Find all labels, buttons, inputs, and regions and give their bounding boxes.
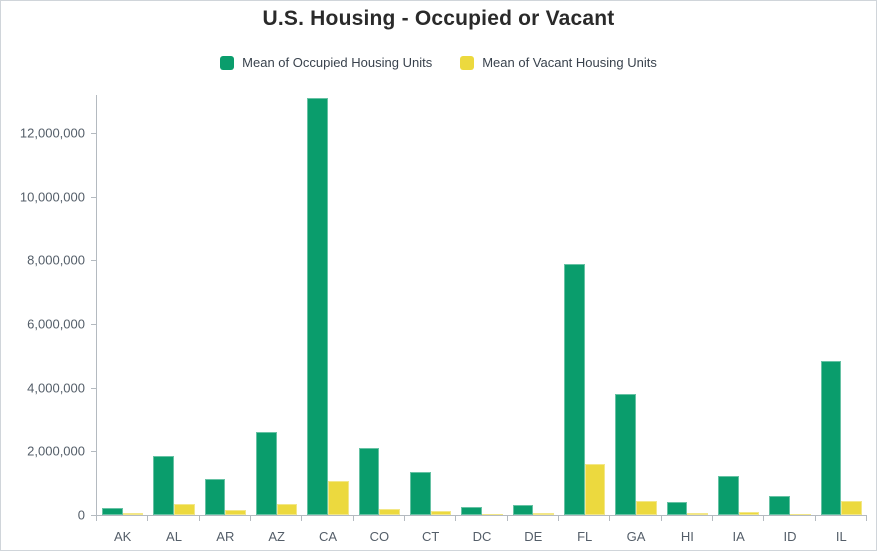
chart-legend: Mean of Occupied Housing Units Mean of Va… (1, 55, 876, 70)
bar-occupied-GA[interactable] (615, 393, 636, 515)
x-axis-label-HI: HI (680, 529, 694, 544)
bar-vacant-CO[interactable] (379, 509, 401, 515)
x-axis-label-DE: DE (524, 529, 543, 544)
x-axis-label-IA: IA (732, 529, 745, 544)
bar-vacant-AK[interactable] (122, 513, 144, 515)
x-axis-label-CA: CA (318, 529, 338, 544)
bar-vacant-ID[interactable] (790, 513, 811, 515)
bar-occupied-FL[interactable] (563, 263, 585, 515)
bar-occupied-AL[interactable] (153, 456, 174, 515)
y-axis-label: 4,000,000 (27, 380, 85, 396)
x-axis-tick (814, 516, 816, 521)
legend-label: Mean of Occupied Housing Units (242, 55, 433, 70)
x-axis-tick (660, 516, 662, 521)
legend-item-occupied[interactable]: Mean of Occupied Housing Units (220, 55, 432, 70)
y-axis-tick (91, 451, 96, 453)
x-axis-tick (198, 516, 200, 521)
x-axis-tick (147, 516, 149, 521)
legend-swatch-icon (460, 55, 475, 70)
bar-vacant-DC[interactable] (482, 514, 503, 515)
x-axis-label-CT: CT (421, 529, 440, 544)
bar-occupied-CA[interactable] (307, 98, 328, 515)
x-axis-label-AL: AL (166, 529, 182, 544)
x-axis-tick (96, 516, 97, 521)
x-axis-tick (506, 516, 508, 521)
x-axis-tick (712, 516, 713, 521)
x-axis-label-ID: ID (783, 529, 797, 544)
x-axis-tick (404, 516, 405, 521)
y-axis-label: 12,000,000 (19, 125, 85, 141)
x-axis-label-DC: DC (472, 529, 492, 544)
bar-occupied-CT[interactable] (409, 472, 431, 515)
bar-vacant-CA[interactable] (328, 481, 349, 515)
bar-vacant-AL[interactable] (174, 503, 195, 515)
bar-occupied-AR[interactable] (204, 479, 226, 515)
x-axis-label-AZ: AZ (268, 529, 285, 544)
bar-occupied-ID[interactable] (769, 496, 790, 515)
x-axis-tick (763, 516, 765, 521)
y-axis-label: 10,000,000 (19, 189, 85, 205)
y-axis-tick (91, 515, 96, 516)
bar-occupied-AK[interactable] (101, 508, 123, 515)
legend-swatch-icon (220, 55, 235, 70)
x-axis-label-AR: AR (216, 529, 235, 544)
bar-vacant-IA[interactable] (738, 512, 760, 515)
bar-occupied-DE[interactable] (512, 504, 534, 515)
x-axis-label-CO: CO (369, 529, 390, 544)
x-axis-tick (250, 516, 251, 521)
y-axis-tick (91, 324, 96, 326)
bar-occupied-IA[interactable] (717, 475, 739, 515)
y-axis-line (96, 95, 97, 516)
x-axis-tick (301, 516, 303, 521)
y-axis-label: 8,000,000 (27, 252, 85, 268)
bar-occupied-CO[interactable] (358, 448, 380, 515)
bar-vacant-CT[interactable] (430, 511, 452, 515)
bar-vacant-FL[interactable] (584, 464, 606, 515)
bar-occupied-IL[interactable] (820, 360, 842, 515)
bar-vacant-IL[interactable] (841, 500, 863, 515)
bar-occupied-HI[interactable] (666, 501, 688, 515)
legend-item-vacant[interactable]: Mean of Vacant Housing Units (460, 55, 657, 70)
x-axis-tick (455, 516, 457, 521)
y-axis-label: 2,000,000 (27, 443, 85, 459)
bar-occupied-DC[interactable] (461, 507, 482, 515)
chart-title: U.S. Housing - Occupied or Vacant (262, 7, 615, 30)
x-axis-tick (352, 516, 354, 521)
bar-occupied-AZ[interactable] (255, 432, 277, 515)
x-axis-tick (558, 516, 559, 521)
bar-vacant-AZ[interactable] (276, 503, 298, 515)
y-axis-tick (91, 387, 96, 389)
x-axis-label-AK: AK (113, 529, 132, 544)
y-axis-tick (91, 260, 96, 262)
x-axis-tick (866, 516, 867, 521)
bar-vacant-AR[interactable] (225, 509, 247, 515)
y-axis-tick (91, 133, 96, 135)
x-axis-label-GA: GA (626, 529, 646, 544)
bar-vacant-HI[interactable] (687, 513, 709, 516)
x-axis-label-FL: FL (577, 529, 593, 544)
x-axis-label-IL: IL (835, 529, 847, 544)
legend-label: Mean of Vacant Housing Units (482, 55, 657, 70)
bar-vacant-DE[interactable] (533, 513, 555, 515)
y-axis-label: 0 (77, 507, 85, 523)
x-axis-line (96, 515, 867, 516)
bar-vacant-GA[interactable] (636, 500, 657, 515)
x-axis-tick (609, 516, 611, 521)
y-axis-tick (91, 196, 96, 198)
y-axis-label: 6,000,000 (27, 316, 85, 332)
